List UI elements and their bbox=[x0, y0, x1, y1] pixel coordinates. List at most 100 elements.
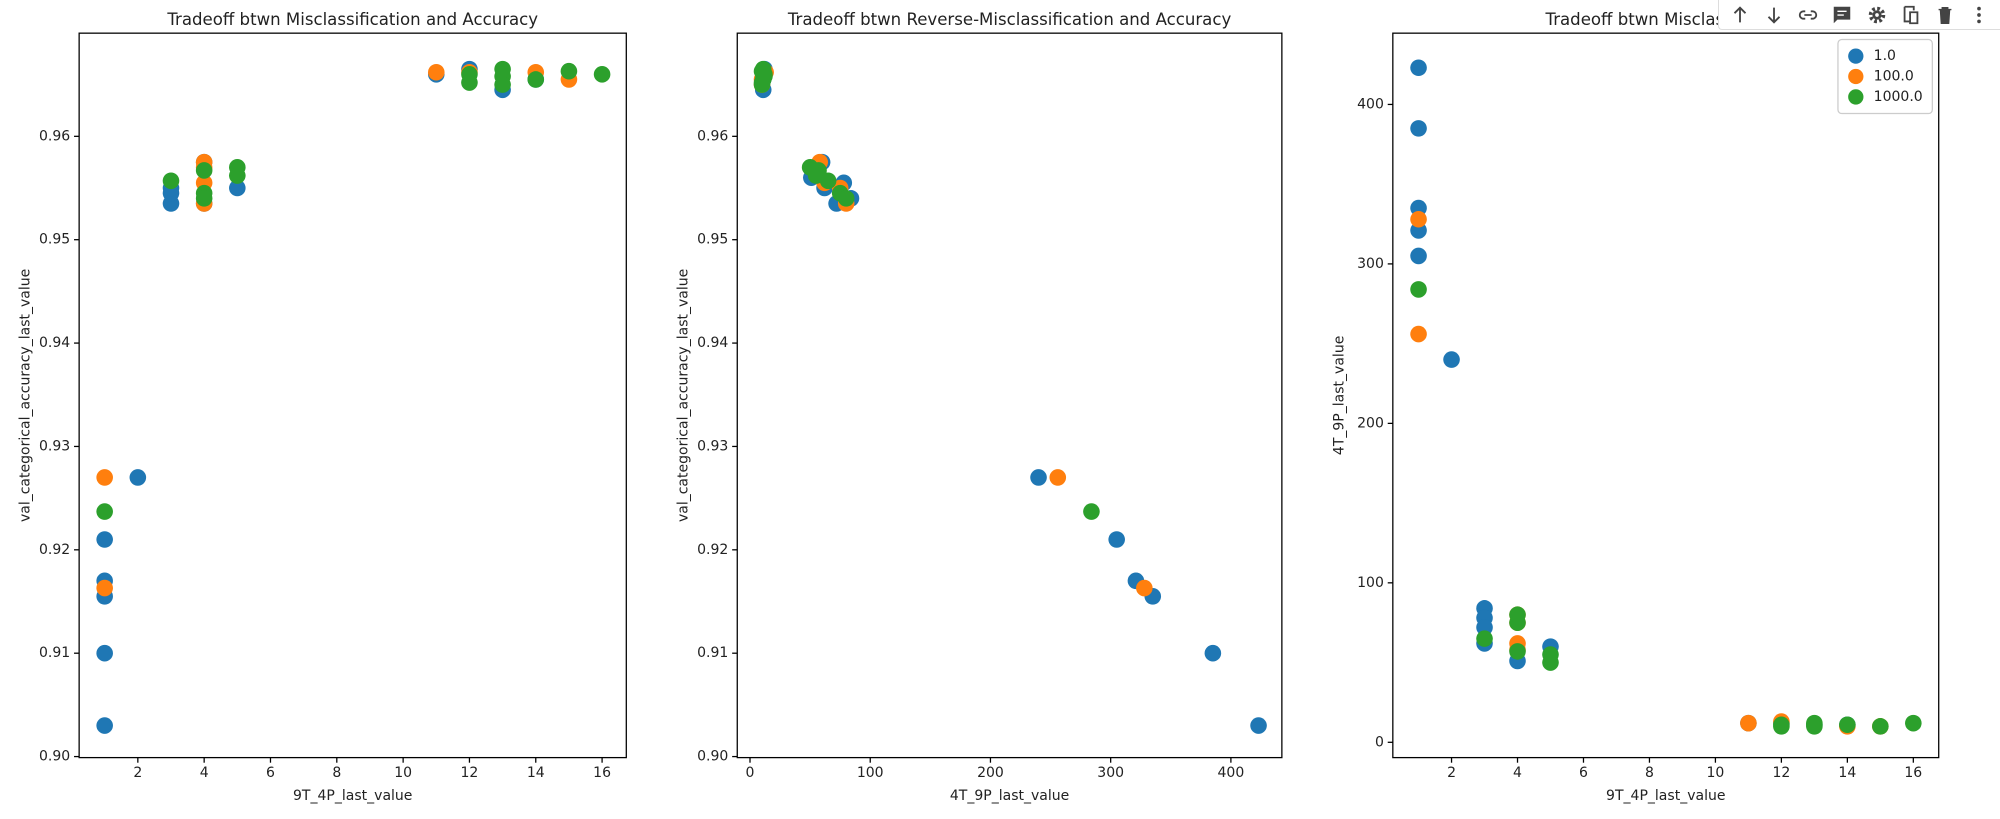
x-tick-label: 6 bbox=[266, 765, 275, 781]
x-tick-label: 16 bbox=[593, 765, 611, 781]
legend-label: 1000.0 bbox=[1874, 89, 1923, 105]
scatter-point bbox=[756, 66, 773, 83]
x-tick-label: 0 bbox=[746, 765, 755, 781]
scatter-point bbox=[129, 469, 147, 486]
scatter-point bbox=[1476, 630, 1493, 647]
x-axis-label: 9T_4P_last_value bbox=[1606, 788, 1725, 804]
cell-toolbar bbox=[1718, 0, 2000, 30]
settings-button[interactable] bbox=[1866, 4, 1888, 26]
chart-title: Tradeoff btwn Misclassification and Accu… bbox=[166, 10, 538, 29]
scatter-point bbox=[1083, 503, 1100, 520]
scatter-point bbox=[1740, 714, 1757, 732]
y-tick-label: 0.92 bbox=[697, 542, 728, 558]
y-tick-label: 0.96 bbox=[39, 128, 70, 144]
scatter-point bbox=[229, 179, 246, 197]
scatter-point bbox=[560, 62, 578, 80]
x-tick-label: 400 bbox=[1218, 765, 1245, 781]
scatter-point bbox=[1030, 469, 1047, 486]
y-tick-label: 0.95 bbox=[697, 232, 728, 248]
mirror-button[interactable] bbox=[1900, 4, 1922, 26]
x-tick-label: 2 bbox=[133, 765, 142, 781]
scatter-point bbox=[527, 71, 545, 88]
x-tick-label: 12 bbox=[1772, 765, 1790, 781]
scatter-point bbox=[195, 190, 213, 207]
x-tick-label: 300 bbox=[1097, 765, 1124, 781]
scatter-point bbox=[837, 190, 855, 207]
legend: 1.0 100.0 1000.0 bbox=[1837, 38, 1933, 115]
x-tick-label: 10 bbox=[394, 765, 412, 781]
move-down-button[interactable] bbox=[1763, 4, 1785, 26]
y-tick-label: 0.94 bbox=[697, 335, 728, 351]
delete-button[interactable] bbox=[1934, 4, 1956, 26]
y-tick-label: 300 bbox=[1357, 256, 1384, 272]
x-tick-label: 4 bbox=[1513, 765, 1522, 781]
y-tick-label: 0.93 bbox=[697, 438, 728, 454]
y-axis-label: val_categorical_accuracy_last_value bbox=[18, 269, 34, 522]
y-tick-label: 0.96 bbox=[697, 128, 728, 144]
plot-area bbox=[96, 60, 611, 734]
y-tick-label: 0 bbox=[1375, 734, 1384, 750]
scatter-point bbox=[96, 717, 113, 734]
scatter-point bbox=[1410, 325, 1427, 343]
scatter-point bbox=[1410, 120, 1427, 137]
scatter-point bbox=[1049, 469, 1067, 486]
scatter-point bbox=[1410, 281, 1427, 298]
scatter-point bbox=[1250, 717, 1267, 734]
scatter-point bbox=[1839, 716, 1856, 734]
scatter-point bbox=[1773, 718, 1790, 735]
scatter-point bbox=[1905, 714, 1922, 732]
y-tick-label: 0.91 bbox=[697, 645, 728, 661]
plot-area bbox=[1410, 59, 1922, 735]
y-tick-label: 0.90 bbox=[697, 749, 728, 765]
y-tick-label: 200 bbox=[1357, 415, 1384, 431]
x-tick-label: 12 bbox=[461, 765, 479, 781]
comment-button[interactable] bbox=[1831, 4, 1853, 26]
scatter-point bbox=[96, 503, 113, 520]
plot-frame bbox=[1392, 32, 1940, 759]
scatter-point bbox=[593, 66, 611, 83]
scatter-point bbox=[1509, 606, 1526, 624]
scatter-point bbox=[195, 162, 213, 179]
y-tick-label: 0.93 bbox=[39, 438, 70, 454]
x-tick-label: 14 bbox=[527, 765, 545, 781]
scatter-point bbox=[1443, 351, 1460, 368]
x-tick-label: 100 bbox=[857, 765, 884, 781]
y-axis-label: 4T_9P_last_value bbox=[1331, 336, 1347, 455]
legend-marker bbox=[1848, 68, 1864, 85]
scatter-point bbox=[461, 74, 478, 91]
scatter-point bbox=[1542, 646, 1559, 663]
scatter-point bbox=[162, 172, 180, 190]
scatter-point bbox=[1410, 59, 1427, 77]
scatter-point bbox=[96, 579, 113, 597]
more-button[interactable] bbox=[1968, 4, 1990, 26]
legend-marker bbox=[1848, 89, 1864, 105]
scatter-point bbox=[96, 531, 113, 548]
x-tick-label: 8 bbox=[1645, 765, 1654, 781]
y-tick-label: 0.90 bbox=[39, 749, 70, 765]
x-tick-label: 4 bbox=[200, 765, 209, 781]
x-tick-label: 16 bbox=[1904, 765, 1922, 781]
y-tick-label: 0.94 bbox=[39, 335, 70, 351]
y-tick-label: 0.92 bbox=[39, 542, 70, 558]
y-tick-label: 0.91 bbox=[39, 645, 70, 661]
scatter-point bbox=[427, 63, 445, 81]
x-axis-label: 4T_9P_last_value bbox=[950, 788, 1069, 804]
move-up-button[interactable] bbox=[1729, 4, 1751, 26]
scatter-point bbox=[1806, 718, 1823, 735]
scatter-point bbox=[807, 167, 825, 184]
x-tick-label: 8 bbox=[332, 765, 341, 781]
x-tick-label: 200 bbox=[977, 765, 1004, 781]
scatter-point bbox=[1872, 718, 1889, 735]
chart-title: Tradeoff btwn Reverse-Misclassification … bbox=[787, 10, 1232, 29]
y-tick-label: 400 bbox=[1357, 96, 1384, 112]
x-tick-label: 14 bbox=[1838, 765, 1856, 781]
scatter-point bbox=[1410, 247, 1427, 265]
scatter-point bbox=[96, 644, 113, 662]
legend-label: 1.0 bbox=[1874, 48, 1896, 64]
plot-frame bbox=[736, 32, 1283, 759]
legend-label: 100.0 bbox=[1874, 69, 1914, 85]
link-button[interactable] bbox=[1797, 4, 1819, 26]
scatter-point bbox=[229, 167, 246, 184]
